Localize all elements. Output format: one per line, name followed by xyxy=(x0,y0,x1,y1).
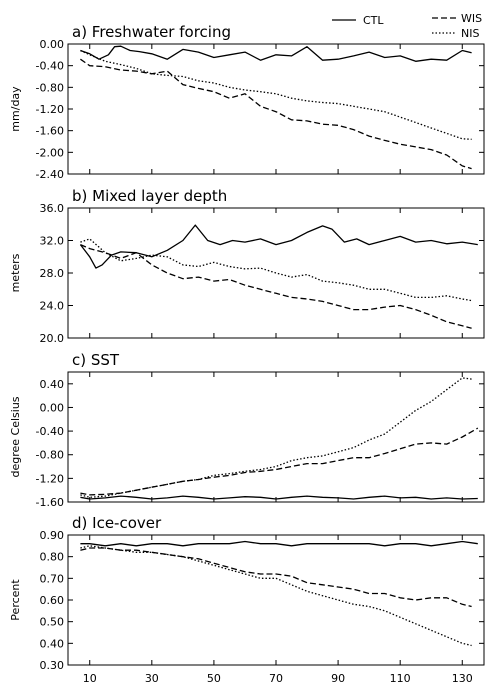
panel-4: d) Ice-cover 0.30 0.40 0.50 0.60 0.70 0.80 0.90… xyxy=(9,514,485,685)
plot-frame xyxy=(67,371,485,503)
x-tick-label: 110 xyxy=(390,672,411,685)
y-tick-label: -0.40 xyxy=(36,425,64,438)
panel-title: a) Freshwater forcing xyxy=(72,23,231,41)
y-tick-label: 28.0 xyxy=(40,267,65,280)
y-tick-label: -1.20 xyxy=(36,103,64,116)
y-tick-label: -0.80 xyxy=(36,81,64,94)
plot-frame xyxy=(67,43,485,175)
y-tick-label: -0.40 xyxy=(36,60,64,73)
series-line-ctl xyxy=(79,224,478,269)
y-tick-label: 0.40 xyxy=(40,378,65,391)
y-tick-label: -0.80 xyxy=(36,449,64,462)
panel-3: c) SST -1.60 -1.20 -0.80 -0.40 0.00 0.40 degree… xyxy=(9,351,485,509)
y-axis-label: mm/day xyxy=(9,86,22,132)
panel-title: d) Ice-cover xyxy=(72,514,162,532)
y-axis-label: degree Celsius xyxy=(9,396,22,477)
y-tick-label: 0.90 xyxy=(40,529,65,542)
series-line-ctl xyxy=(80,495,478,500)
y-axis-label: Percent xyxy=(9,579,22,621)
x-tick-label: 50 xyxy=(207,672,221,685)
plot-frame xyxy=(67,207,485,339)
series-line-nis xyxy=(80,49,472,140)
legend-label-wis: WIS xyxy=(461,12,482,25)
series-line-wis xyxy=(80,58,472,170)
y-tick-label: -1.20 xyxy=(36,472,64,485)
plot-frame xyxy=(67,534,485,666)
panel-title: c) SST xyxy=(72,351,120,369)
x-tick-label: 90 xyxy=(331,672,345,685)
y-tick-label: 0.60 xyxy=(40,594,65,607)
panel-1: a) Freshwater forcing -2.40 -2.00 -1.60 -1.2… xyxy=(9,23,485,181)
y-tick-label: 36.0 xyxy=(40,202,65,215)
y-tick-label: 32.0 xyxy=(40,235,65,248)
y-axis-label: meters xyxy=(9,253,22,292)
series-line-nis xyxy=(80,377,472,498)
y-tick-label: -2.00 xyxy=(36,146,64,159)
y-tick-label: -2.40 xyxy=(36,168,64,181)
x-tick-label: 10 xyxy=(83,672,97,685)
y-tick-label: 24.0 xyxy=(40,300,65,313)
series-line-nis xyxy=(80,238,472,302)
x-tick-label: 130 xyxy=(452,672,473,685)
panel-2: b) Mixed layer depth 20.0 24.0 28.0 32.0 36.0… xyxy=(9,187,485,345)
panel-title: b) Mixed layer depth xyxy=(72,187,227,205)
series-line-nis xyxy=(80,545,472,647)
y-tick-label: 0.80 xyxy=(40,551,65,564)
y-tick-label: 0.70 xyxy=(40,572,65,585)
series-line-wis xyxy=(80,427,479,496)
x-tick-label: 70 xyxy=(269,672,283,685)
x-tick-label: 30 xyxy=(145,672,159,685)
series-line-ctl xyxy=(80,45,472,62)
y-tick-label: -1.60 xyxy=(36,496,64,509)
y-tick-label: 0.50 xyxy=(40,616,65,629)
y-tick-label: 0.30 xyxy=(40,659,65,672)
series-line-wis xyxy=(80,547,472,608)
legend-label-nis: NIS xyxy=(461,27,479,40)
legend-label-ctl: CTL xyxy=(363,14,384,27)
y-tick-label: 0.00 xyxy=(40,401,65,414)
y-tick-label: 0.00 xyxy=(40,38,65,51)
y-tick-label: -1.60 xyxy=(36,125,64,138)
y-tick-label: 20.0 xyxy=(40,332,65,345)
series-line-wis xyxy=(80,244,472,329)
legend: CTL WIS NIS xyxy=(332,12,482,40)
series-line-ctl xyxy=(80,540,478,547)
y-tick-label: 0.40 xyxy=(40,637,65,650)
